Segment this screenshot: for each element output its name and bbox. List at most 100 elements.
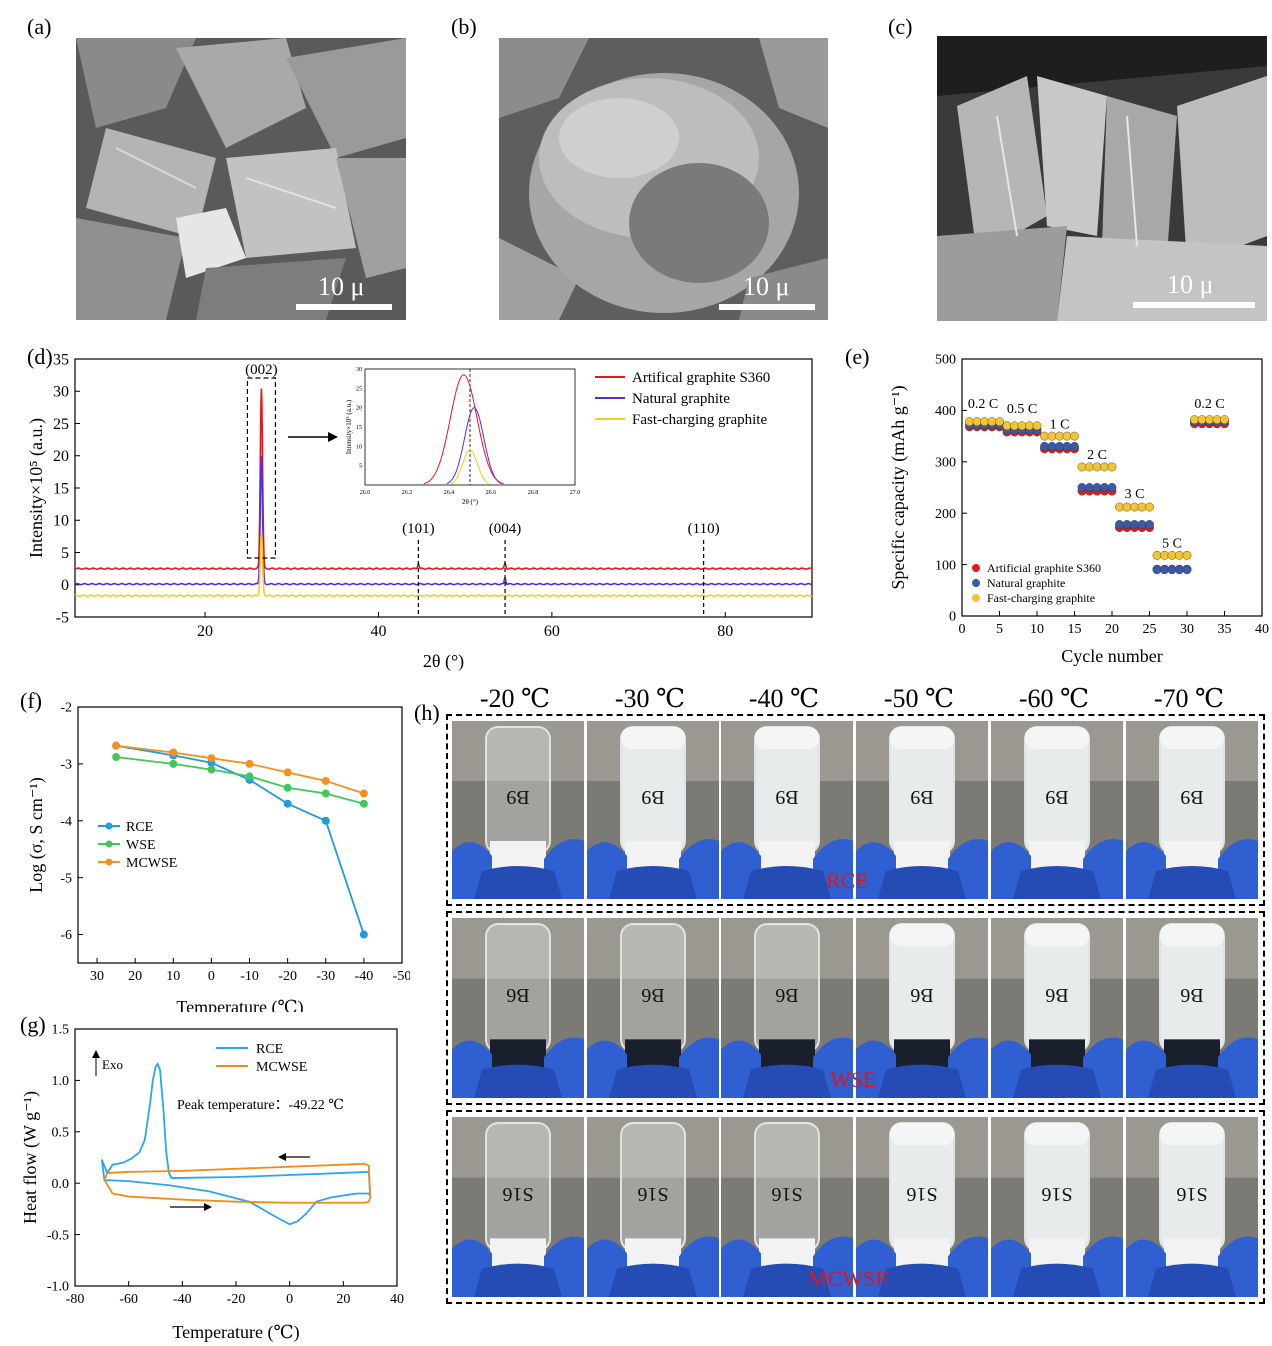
vial-photo: B6 <box>991 918 1123 1098</box>
x-tick-label: 35 <box>1218 622 1232 637</box>
inset-x-tick-label: 26.8 <box>528 490 539 496</box>
sem-image-c: 10 μ <box>937 36 1267 321</box>
y-tick-label: 1.5 <box>52 1023 70 1038</box>
inset-x-tick-label: 27.0 <box>570 490 581 496</box>
vial-photo: B9 <box>1126 721 1258 899</box>
x-axis-label: 2θ (°) <box>423 651 464 672</box>
capacity-point <box>1092 483 1102 492</box>
exo-label: Exo <box>102 1057 123 1072</box>
svg-text:B6: B6 <box>775 984 798 1006</box>
capacity-point <box>1145 502 1154 512</box>
legend-label: Artificial graphite S360 <box>987 561 1101 575</box>
vial-photo: B6 <box>452 918 584 1098</box>
panel-label-c: (c) <box>888 14 913 39</box>
x-tick-label: 40 <box>390 1292 404 1307</box>
rate-label: 5 C <box>1162 537 1182 552</box>
x-tick-label: -50 <box>393 969 410 984</box>
conductivity-point <box>283 768 292 777</box>
xrd-series-line <box>74 532 813 598</box>
capacity-point <box>1115 502 1124 512</box>
chart-d-xrd: 20 40 60 80 -5 0 5 10 15 20 25 30 35 2θ (°) Intensity×… <box>26 351 813 672</box>
vial-photo: B9 <box>991 721 1123 899</box>
x-tick-label: 40 <box>370 623 386 640</box>
x-tick-label: 25 <box>1143 622 1157 637</box>
dsc-curve <box>103 1162 372 1204</box>
y-tick-label: -1.0 <box>47 1280 69 1295</box>
vial-photo-drawing: B9 <box>991 721 1123 899</box>
capacity-point <box>1137 520 1147 529</box>
legend-marker <box>105 840 113 848</box>
inset-series-line <box>450 449 490 485</box>
x-tick-label: 20 <box>128 969 142 984</box>
y-tick-label: 400 <box>935 404 956 419</box>
capacity-point <box>1160 550 1169 560</box>
legend-label: RCE <box>126 820 153 835</box>
vial-photo-drawing: B9 <box>452 721 584 899</box>
x-tick-label: 0 <box>286 1292 293 1307</box>
capacity-point <box>1002 421 1012 431</box>
capacity-point <box>1190 415 1199 425</box>
vial-photo: S16 <box>856 1117 988 1297</box>
x-axis-label: Cycle number <box>1061 646 1162 666</box>
rate-label: 1 C <box>1050 417 1070 432</box>
rate-label: 3 C <box>1125 487 1145 502</box>
capacity-point <box>1137 502 1147 512</box>
capacity-point <box>1100 462 1109 472</box>
svg-text:B6: B6 <box>1045 984 1068 1006</box>
peak-label: (002) <box>245 362 278 378</box>
vial-photo: B9 <box>587 721 719 899</box>
y-tick-label: 0.0 <box>52 1177 70 1192</box>
capacity-point <box>1032 421 1042 431</box>
capacity-point <box>1040 431 1049 441</box>
legend-label: WSE <box>126 838 156 853</box>
y-tick-label: -4 <box>60 814 72 829</box>
capacity-point <box>1182 550 1192 560</box>
svg-text:B9: B9 <box>775 786 798 808</box>
peak-label: (101) <box>402 521 435 537</box>
capacity-point <box>980 417 989 427</box>
capacity-point <box>1047 441 1057 451</box>
vial-photo-drawing: B9 <box>721 721 853 899</box>
panel-label-f: (f) <box>20 688 42 713</box>
inset-y-tick-label: 10 <box>356 444 362 450</box>
capacity-point <box>965 417 974 427</box>
capacity-point <box>1197 415 1207 425</box>
vial-photo: B9 <box>452 721 584 899</box>
legend-marker <box>105 822 113 830</box>
capacity-point <box>1122 520 1132 529</box>
row-label: MCWSE <box>808 1266 889 1291</box>
conductivity-point <box>169 759 178 768</box>
capacity-point <box>1092 462 1102 472</box>
sem-image-a: 10 μ <box>76 38 406 320</box>
x-axis-label: Temperature (℃) <box>176 997 303 1012</box>
conductivity-point <box>207 765 216 774</box>
y-tick-label: 5 <box>61 545 69 562</box>
conductivity-point <box>321 776 330 785</box>
capacity-point <box>1167 550 1177 560</box>
vial-photo-drawing: B9 <box>1126 721 1258 899</box>
capacity-point <box>1100 483 1109 492</box>
rate-label: 0.2 C <box>1194 397 1224 412</box>
inset-y-tick-label: 25 <box>356 386 362 392</box>
capacity-point <box>1070 441 1079 451</box>
x-tick-label: -20 <box>278 969 297 984</box>
legend-marker <box>972 564 980 572</box>
scale-text-a: 10 μ <box>318 272 365 301</box>
svg-text:S16: S16 <box>637 1183 668 1205</box>
vial-photo-drawing: B6 <box>991 918 1123 1098</box>
legend-marker <box>972 579 980 587</box>
plot-frame <box>77 706 403 964</box>
capacity-point <box>1205 415 1214 425</box>
x-tick-label: 20 <box>336 1292 350 1307</box>
svg-text:B9: B9 <box>641 786 664 808</box>
x-tick-label: 10 <box>1030 622 1044 637</box>
temperature-header: -40 ℃ <box>748 684 820 713</box>
capacity-point <box>1107 462 1117 472</box>
x-tick-label: 0 <box>959 622 966 637</box>
vial-photo-drawing: B6 <box>856 918 988 1098</box>
x-tick-label: 80 <box>717 623 733 640</box>
vial-photo-drawing: B9 <box>587 721 719 899</box>
inset-x-axis-label: 2θ (°) <box>462 498 479 506</box>
inset-y-tick-label: 5 <box>359 464 362 470</box>
